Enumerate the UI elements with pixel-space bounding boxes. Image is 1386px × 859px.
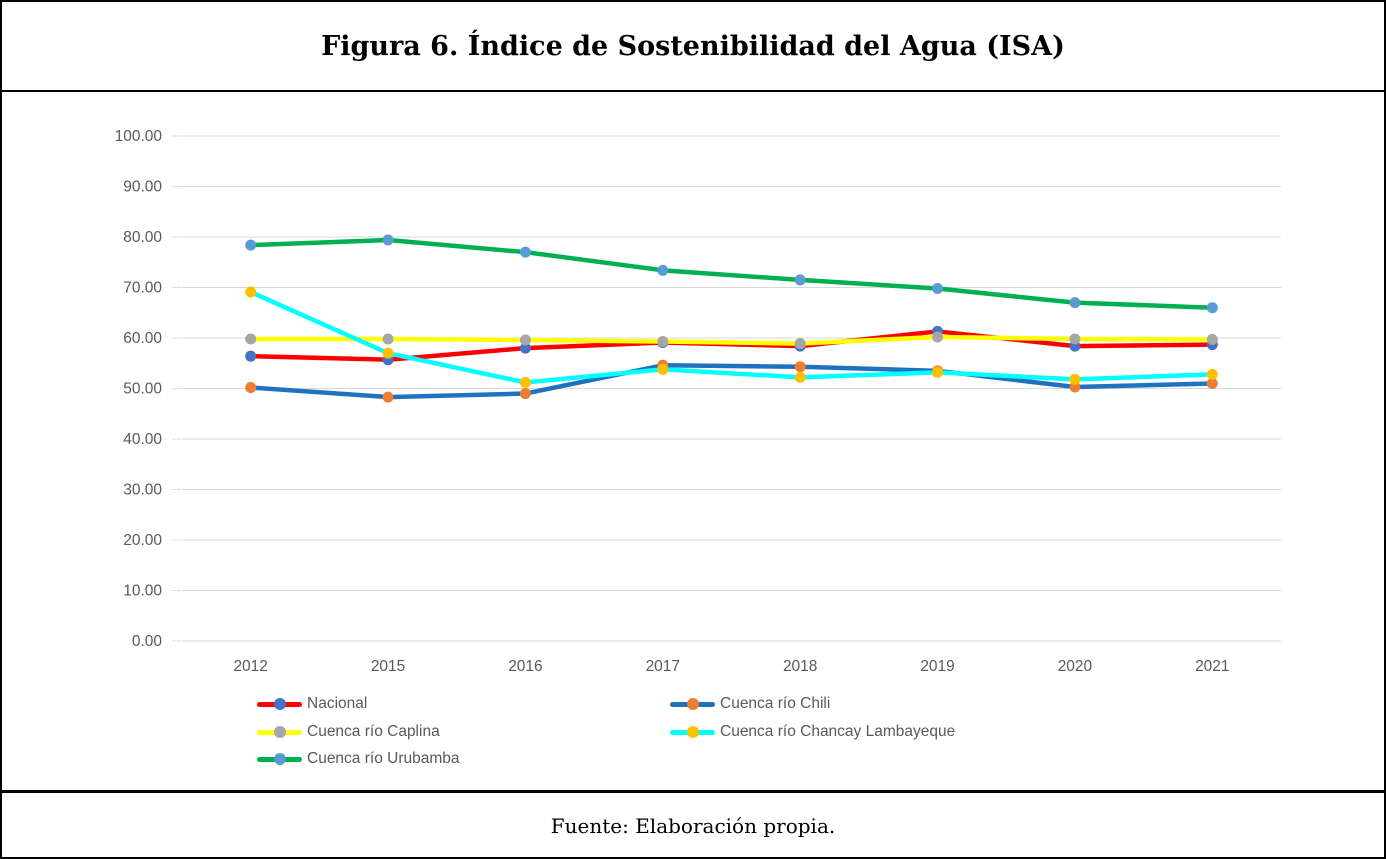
data-point-marker: [382, 347, 394, 359]
series-line: [248, 237, 1215, 310]
top-divider: [2, 90, 1384, 92]
data-point-marker: [1206, 334, 1218, 346]
series-line: [248, 363, 1215, 400]
data-point-marker: [519, 388, 531, 400]
legend-label: Cuenca río Urubamba: [307, 750, 460, 767]
data-point-marker: [1206, 377, 1218, 389]
legend-label: Cuenca río Caplina: [307, 723, 440, 740]
y-axis-label: 0.00: [132, 633, 163, 650]
y-axis-label: 40.00: [123, 431, 162, 448]
footer-row: Fuente: Elaboración propia.: [2, 793, 1384, 857]
series-line: [248, 289, 1215, 385]
legend-item-nacional: Nacional: [257, 695, 368, 712]
legend-dot-swatch: [273, 753, 286, 765]
data-point-marker: [245, 350, 257, 362]
title-row: Figura 6. Índice de Sostenibilidad del A…: [2, 2, 1384, 90]
y-axis-label: 20.00: [123, 532, 162, 549]
x-axis-label: 2019: [920, 658, 954, 675]
legend-label: Nacional: [307, 695, 368, 712]
data-point-marker: [1069, 373, 1081, 385]
data-point-marker: [932, 366, 944, 378]
x-axis-label: 2020: [1058, 658, 1093, 675]
legend-item-cuenca-rio-caplina: Cuenca río Caplina: [257, 723, 440, 740]
data-point-marker: [245, 239, 257, 251]
data-point-marker: [657, 336, 669, 348]
data-point-marker: [519, 376, 531, 388]
data-point-marker: [382, 234, 394, 246]
legend-label: Cuenca río Chancay Lambayeque: [720, 723, 956, 740]
legend-marker-icon: [670, 696, 715, 712]
data-point-marker: [1069, 381, 1081, 393]
series-cuenca-rio-caplina: [245, 331, 1218, 350]
data-point-marker: [382, 333, 394, 345]
x-axis-label: 2015: [371, 658, 405, 675]
data-point-marker: [794, 274, 806, 286]
data-point-marker: [519, 246, 531, 258]
series-cuenca-rio-urubamba: [245, 234, 1218, 314]
data-point-marker: [932, 283, 944, 295]
legend-item-cuenca-rio-chili: Cuenca río Chili: [670, 695, 831, 712]
data-point-marker: [657, 363, 669, 375]
legend-dot-swatch: [686, 726, 699, 738]
legend-marker-icon: [257, 696, 302, 712]
legend-dot-swatch: [273, 726, 286, 738]
y-axis-label: 10.00: [123, 583, 162, 600]
legend-marker-icon: [670, 724, 715, 740]
data-point-marker: [382, 391, 394, 403]
legend-dot-swatch: [273, 698, 286, 710]
bottom-divider: [2, 790, 1384, 793]
x-axis-label: 2021: [1195, 658, 1229, 675]
line-chart: 0.00 10.00 20.00 30.00 40.00 50.00 60.00 70.00 8…: [115, 128, 1281, 675]
series-cuenca-rio-chancay-lambayeque: [245, 286, 1218, 388]
data-point-marker: [794, 338, 806, 350]
legend-marker-icon: [257, 751, 302, 767]
x-axis-label: 2017: [646, 658, 680, 675]
legend-dot-swatch: [686, 698, 699, 710]
data-point-marker: [245, 286, 257, 298]
data-point-marker: [1206, 368, 1218, 380]
x-axis-label: 2016: [508, 658, 542, 675]
y-axis-label: 50.00: [123, 381, 162, 398]
legend-item-cuenca-rio-urubamba: Cuenca río Urubamba: [257, 750, 460, 767]
y-axis-label: 80.00: [123, 229, 162, 246]
y-axis-label: 60.00: [123, 330, 162, 347]
data-point-marker: [794, 371, 806, 383]
series-nacional: [245, 325, 1218, 366]
data-point-marker: [1069, 333, 1081, 345]
x-axis-label: 2012: [233, 658, 267, 675]
figure-title: Figura 6. Índice de Sostenibilidad del A…: [321, 30, 1065, 62]
data-point-marker: [1206, 302, 1218, 314]
data-point-marker: [519, 342, 531, 354]
y-axis-label: 70.00: [123, 280, 162, 297]
y-axis-label: 100.00: [115, 128, 163, 145]
legend-item-cuenca-rio-chancay-lambayeque: Cuenca río Chancay Lambayeque: [670, 723, 956, 740]
x-axis-label: 2018: [783, 658, 817, 675]
series-line: [248, 334, 1215, 346]
data-point-marker: [794, 361, 806, 373]
data-point-marker: [245, 381, 257, 393]
y-axis-label: 30.00: [123, 482, 162, 499]
data-point-marker: [1069, 297, 1081, 309]
y-axis-label: 90.00: [123, 179, 162, 196]
legend-label: Cuenca río Chili: [720, 695, 831, 712]
data-point-marker: [245, 333, 257, 345]
legend-marker-icon: [257, 724, 302, 740]
source-note: Fuente: Elaboración propia.: [550, 814, 836, 838]
data-point-marker: [519, 334, 531, 346]
data-point-marker: [657, 264, 669, 276]
data-point-marker: [932, 331, 944, 343]
